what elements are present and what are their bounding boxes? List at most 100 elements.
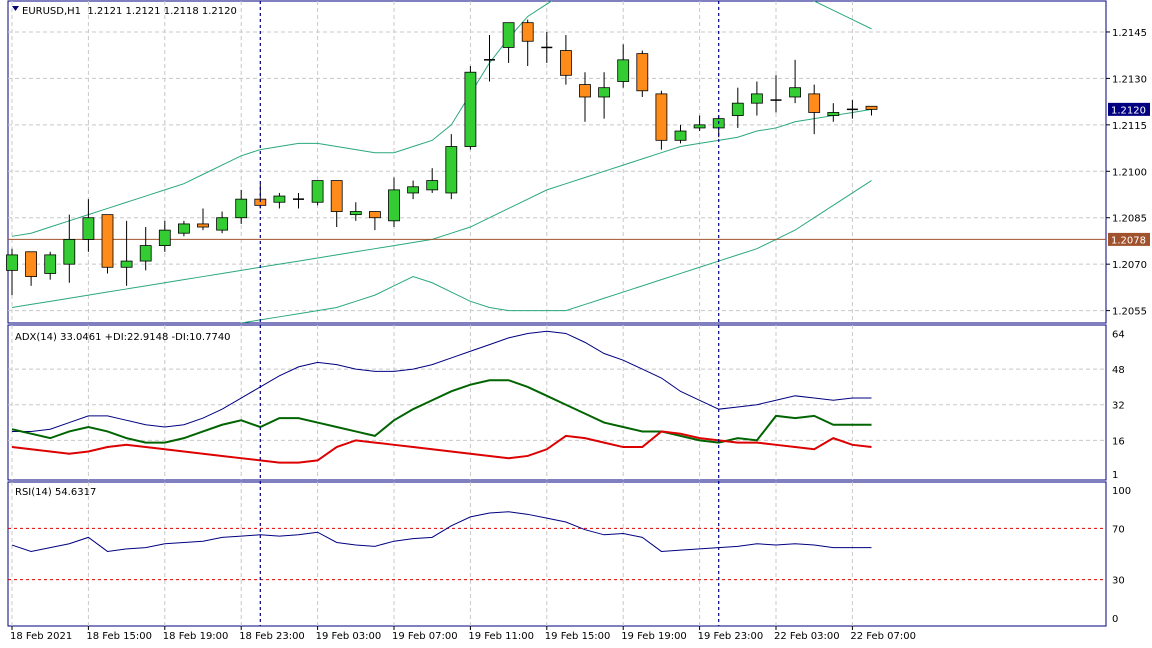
candle-body-bear: [101, 214, 114, 268]
rsi-line: [11, 511, 872, 552]
candlesticks: [6, 19, 878, 296]
time-tick-label: 19 Feb 07:00: [392, 631, 458, 642]
candle-body-bull: [44, 254, 57, 274]
candle-body-bull: [139, 245, 152, 262]
rsi-tick-label: 0: [1112, 614, 1118, 625]
time-tick-label: 18 Feb 19:00: [163, 631, 229, 642]
candle: [177, 220, 190, 237]
adx-lines: [11, 330, 872, 464]
candle: [693, 115, 706, 132]
price-tick-label: 1.2145: [1112, 28, 1147, 39]
candle: [484, 35, 495, 82]
rsi-header: RSI(14) 54.6317: [15, 487, 96, 498]
candle: [25, 251, 38, 286]
candle: [674, 124, 687, 144]
candle-body-bull: [158, 229, 171, 246]
candle-body-bear: [808, 93, 821, 113]
rsi-levels: [8, 527, 1106, 581]
time-tick-label: 22 Feb 07:00: [850, 631, 916, 642]
candle: [330, 180, 343, 228]
candle: [789, 59, 801, 104]
candle-body-bull: [235, 198, 248, 219]
price-panel-frame: [7, 0, 1107, 324]
price-vertical-grid: [11, 1, 853, 323]
candle-body-bull: [177, 223, 190, 234]
price-tick-label: 1.2100: [1112, 167, 1147, 178]
candle-body-bull: [311, 180, 324, 203]
time-axis: 18 Feb 2021 18 Feb 15:00 18 Feb 19:00 18 Fe…: [10, 626, 916, 642]
adx-panel[interactable]: 64 48 32 16 1 ADX(14) 33.0461 +DI:22.9148 -D…: [7, 324, 1125, 481]
candle-body-bull: [407, 186, 420, 194]
candle: [827, 103, 840, 122]
price-tick-label: 1.2070: [1112, 260, 1147, 271]
candle-body-bull: [445, 146, 458, 194]
candle: [197, 208, 209, 231]
bollinger-bands: [11, 1, 872, 323]
adx-tick-label: 16: [1112, 436, 1125, 447]
bollinger-lower-line: [239, 180, 872, 323]
hline-price-marker: 1.2078: [1108, 232, 1150, 246]
candle: [349, 202, 362, 221]
candle: [560, 35, 572, 85]
current-price-marker: 1.2120: [1108, 102, 1150, 116]
time-tick-label: 18 Feb 23:00: [239, 631, 305, 642]
candle-body-bear: [655, 93, 668, 141]
candle-body-bull: [388, 189, 400, 222]
candle: [541, 31, 553, 63]
rsi-tick-label: 100: [1112, 486, 1131, 497]
candle: [368, 211, 381, 231]
time-tick-label: 19 Feb 15:00: [545, 631, 611, 642]
candle: [158, 220, 171, 252]
candle-body-bull: [349, 211, 362, 216]
adx-tick-label: 64: [1112, 329, 1125, 340]
candle-body-bull: [674, 130, 687, 141]
candle: [216, 211, 229, 234]
candle: [6, 248, 18, 296]
time-tick-label: 19 Feb 19:00: [621, 631, 687, 642]
rsi-axis: 100 70 30 0: [1112, 486, 1131, 625]
candle-body-bull: [693, 124, 706, 129]
candle-body-bull: [598, 87, 610, 98]
candle: [388, 177, 400, 228]
candle: [865, 105, 878, 116]
candle-body-bear: [579, 84, 591, 98]
dropdown-triangle-icon[interactable]: [12, 6, 19, 11]
candle-body-bull: [426, 180, 439, 191]
candle: [407, 180, 420, 200]
adx-panel-frame: [7, 324, 1107, 481]
candle: [502, 22, 515, 63]
time-tick-label: 22 Feb 03:00: [774, 631, 840, 642]
price-tick-label: 1.2085: [1112, 214, 1147, 225]
current-price-label: 1.2120: [1111, 105, 1146, 116]
adx-tick-label: 1: [1112, 470, 1118, 481]
price-tick-label: 1.2130: [1112, 74, 1147, 85]
candle: [273, 192, 286, 209]
price-panel[interactable]: 1.2145 1.2130 1.2115 1.2100 1.2085 1.2070 1.20…: [6, 0, 1151, 376]
candle-body-bear: [636, 53, 649, 92]
adx-header: ADX(14) 33.0461 +DI:22.9148 -DI:10.7740: [15, 332, 231, 343]
time-tick-label: 19 Feb 23:00: [698, 631, 764, 642]
candle: [139, 227, 152, 271]
candle: [617, 44, 630, 88]
candle: [579, 72, 591, 122]
candle: [770, 75, 782, 113]
current-price-label-bg: [1108, 102, 1150, 116]
time-tick-label: 19 Feb 03:00: [316, 631, 382, 642]
candle: [63, 214, 76, 283]
candle-body-bear: [521, 22, 534, 42]
candle: [521, 19, 534, 67]
adx-tick-label: 32: [1112, 401, 1125, 412]
candle: [598, 72, 610, 119]
candle-body-bull: [120, 260, 133, 268]
candle-body-bull: [6, 254, 18, 271]
candle-body-bear: [368, 211, 381, 219]
candle: [82, 199, 95, 252]
candle: [846, 100, 858, 119]
candle: [235, 189, 248, 224]
price-tick-label: 1.2055: [1112, 307, 1147, 318]
rsi-panel[interactable]: 100 70 30 0 RSI(14) 54.6317: [7, 481, 1131, 627]
candle-body-bear: [560, 50, 572, 76]
candle-body-bull: [789, 87, 801, 98]
candle: [44, 251, 57, 280]
